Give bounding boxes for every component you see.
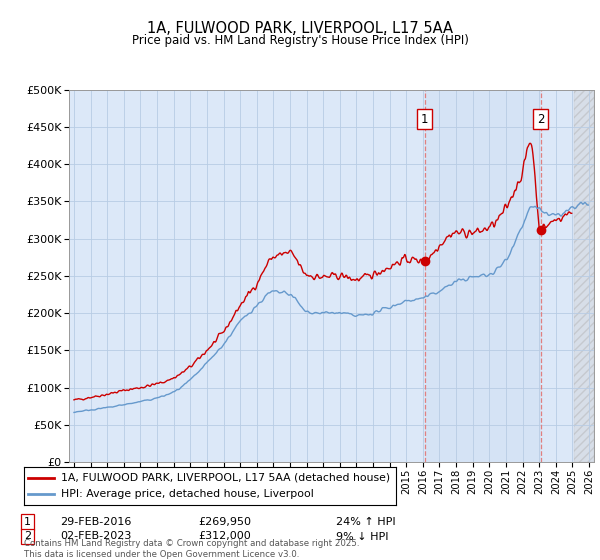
Text: 29-FEB-2016: 29-FEB-2016 [60, 517, 131, 527]
Text: 24% ↑ HPI: 24% ↑ HPI [336, 517, 395, 527]
Text: Price paid vs. HM Land Registry's House Price Index (HPI): Price paid vs. HM Land Registry's House … [131, 34, 469, 46]
Text: 1A, FULWOOD PARK, LIVERPOOL, L17 5AA: 1A, FULWOOD PARK, LIVERPOOL, L17 5AA [147, 21, 453, 36]
Text: 02-FEB-2023: 02-FEB-2023 [60, 531, 131, 542]
Text: 2: 2 [537, 113, 544, 126]
Text: Contains HM Land Registry data © Crown copyright and database right 2025.
This d: Contains HM Land Registry data © Crown c… [24, 539, 359, 559]
Text: £269,950: £269,950 [198, 517, 251, 527]
Text: 1: 1 [24, 517, 31, 527]
Bar [574, 90, 594, 462]
Text: 2: 2 [24, 531, 31, 542]
Bar [425, 90, 541, 462]
Text: 9% ↓ HPI: 9% ↓ HPI [336, 531, 389, 542]
Text: HPI: Average price, detached house, Liverpool: HPI: Average price, detached house, Live… [61, 489, 314, 500]
Bar [574, 90, 594, 462]
Text: 1A, FULWOOD PARK, LIVERPOOL, L17 5AA (detached house): 1A, FULWOOD PARK, LIVERPOOL, L17 5AA (de… [61, 473, 391, 483]
Text: 1: 1 [421, 113, 428, 126]
Text: £312,000: £312,000 [198, 531, 251, 542]
